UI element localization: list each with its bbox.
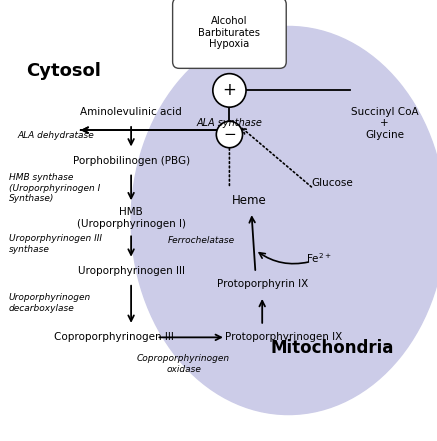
Text: Succinyl CoA
+
Glycine: Succinyl CoA + Glycine [351, 107, 418, 140]
Text: Aminolevulinic acid: Aminolevulinic acid [80, 108, 182, 117]
Text: Cytosol: Cytosol [26, 62, 101, 79]
Text: HMB
(Uroporphyrinogen I): HMB (Uroporphyrinogen I) [76, 208, 186, 229]
Text: ALA dehydratase: ALA dehydratase [17, 131, 94, 140]
Text: Uroporphyrinogen III: Uroporphyrinogen III [78, 266, 184, 276]
FancyBboxPatch shape [173, 0, 286, 68]
Text: HMB synthase
(Uroporphyrinogen I
Synthase): HMB synthase (Uroporphyrinogen I Synthas… [9, 173, 100, 203]
Text: +: + [222, 82, 236, 99]
Text: Coproporphyrinogen
oxidase: Coproporphyrinogen oxidase [137, 354, 230, 374]
Text: Mitochondria: Mitochondria [271, 340, 394, 357]
Text: Protoporphyrinogen IX: Protoporphyrinogen IX [225, 333, 343, 342]
Text: Coproporphyrinogen III: Coproporphyrinogen III [54, 333, 173, 342]
Text: Glucose: Glucose [311, 178, 353, 188]
Text: Uroporphyrinogen III
synthase: Uroporphyrinogen III synthase [9, 234, 102, 254]
Text: Alcohol
Barbiturates
Hypoxia: Alcohol Barbiturates Hypoxia [198, 16, 260, 49]
Text: ALA synthase: ALA synthase [197, 118, 262, 128]
Text: Uroporphyrinogen
decarboxylase: Uroporphyrinogen decarboxylase [9, 293, 91, 313]
Text: Fe$^{2+}$: Fe$^{2+}$ [306, 251, 332, 265]
Circle shape [216, 121, 243, 148]
Text: Protoporphyrin IX: Protoporphyrin IX [217, 280, 308, 289]
Text: Porphobilinogen (PBG): Porphobilinogen (PBG) [73, 156, 190, 166]
Text: Heme: Heme [232, 194, 267, 207]
Circle shape [213, 74, 246, 107]
Text: −: − [223, 127, 236, 142]
Ellipse shape [131, 26, 437, 415]
Text: Ferrochelatase: Ferrochelatase [167, 236, 235, 245]
